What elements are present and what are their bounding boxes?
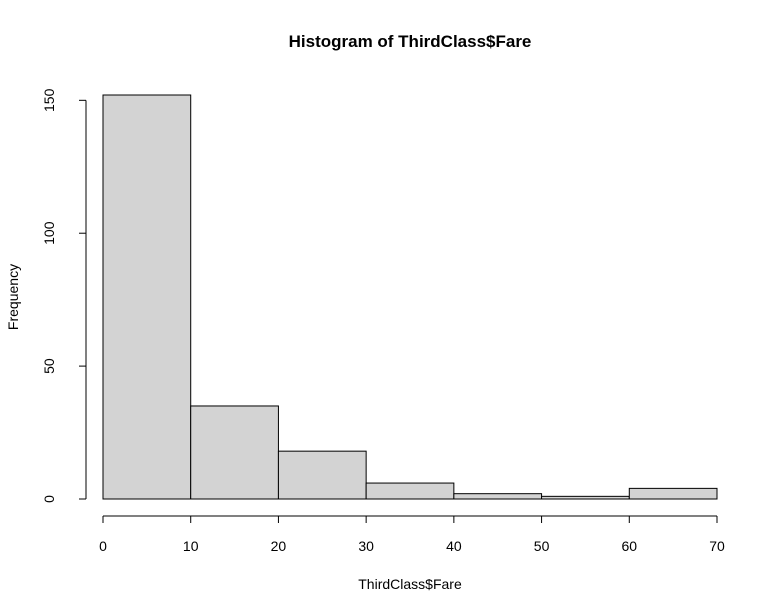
x-tick-label-10: 10 xyxy=(183,538,199,554)
histogram-bar-4 xyxy=(365,482,455,500)
histogram-bar-3 xyxy=(277,450,367,500)
x-tick-label-0: 0 xyxy=(99,538,107,554)
histogram-bar-1 xyxy=(102,94,192,500)
y-tick-label-0: 0 xyxy=(41,495,57,503)
y-axis-label: Frequency xyxy=(5,264,21,330)
bars-group xyxy=(102,94,718,500)
x-tick-label-30: 30 xyxy=(358,538,374,554)
x-tick-label-20: 20 xyxy=(271,538,287,554)
histogram-bar-5 xyxy=(453,493,543,500)
x-axis: 0 10 20 30 40 50 60 70 xyxy=(99,515,725,554)
y-tick-label-100: 100 xyxy=(41,221,57,245)
x-axis-label: ThirdClass$Fare xyxy=(358,576,462,592)
y-tick-label-150: 150 xyxy=(41,88,57,112)
x-tick-label-40: 40 xyxy=(446,538,462,554)
y-tick-label-50: 50 xyxy=(41,358,57,374)
histogram-bar-2 xyxy=(190,405,279,500)
histogram-bar-6 xyxy=(541,495,630,500)
y-axis: 0 50 100 150 xyxy=(41,88,87,503)
chart-title: Histogram of ThirdClass$Fare xyxy=(289,32,532,51)
histogram-bar-7 xyxy=(628,487,718,500)
x-tick-label-60: 60 xyxy=(621,538,637,554)
x-tick-label-70: 70 xyxy=(709,538,725,554)
x-tick-label-50: 50 xyxy=(534,538,550,554)
